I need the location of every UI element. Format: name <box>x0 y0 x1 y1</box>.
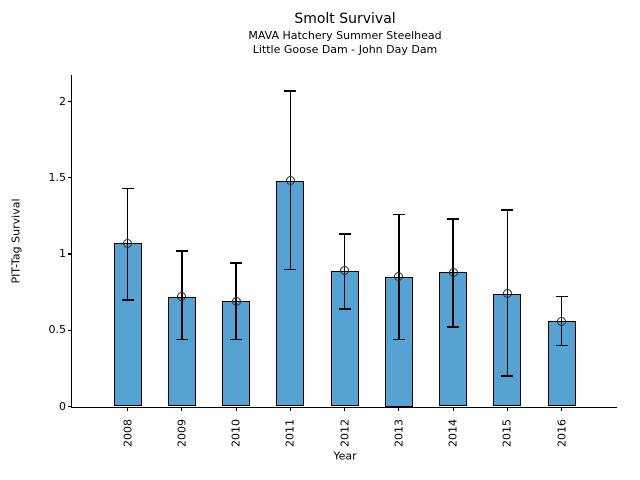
x-tick-mark <box>398 407 400 412</box>
x-tick-mark <box>344 407 346 412</box>
error-bar-cap-bottom <box>555 344 568 347</box>
error-bar-cap-bottom <box>175 338 188 341</box>
x-tick-label: 2008 <box>121 419 135 447</box>
x-tick-label: 2011 <box>283 419 297 447</box>
error-bar-cap-top <box>447 218 460 220</box>
plot-area <box>71 75 618 408</box>
x-tick-label: 2014 <box>446 419 460 447</box>
error-bar-cap-top <box>338 233 351 235</box>
error-bar-cap-bottom <box>230 338 243 341</box>
data-point-marker <box>231 296 241 306</box>
y-tick-label: 1 <box>59 247 66 260</box>
data-point-marker <box>177 292 187 302</box>
chart-subtitle-line1: MAVA Hatchery Summer Steelhead <box>248 29 442 42</box>
x-tick-mark <box>181 407 183 412</box>
error-bar-cap-bottom <box>501 375 514 377</box>
x-tick-mark <box>289 407 291 412</box>
data-point-marker <box>557 316 567 326</box>
y-tick-mark <box>67 253 72 255</box>
x-tick-mark <box>506 407 508 412</box>
x-tick-label: 2015 <box>500 419 514 447</box>
error-bar-cap-bottom <box>447 326 460 328</box>
y-tick-label: 1.5 <box>48 170 67 184</box>
y-tick-mark <box>67 177 72 179</box>
x-tick-mark <box>235 407 237 412</box>
data-point-marker <box>123 238 133 248</box>
y-tick-mark <box>67 405 72 408</box>
x-tick-mark <box>127 407 129 412</box>
error-bar-cap-top <box>230 262 243 264</box>
x-tick-label: 2016 <box>555 419 569 447</box>
x-tick-label: 2013 <box>392 419 406 447</box>
y-tick-label: 0 <box>59 399 66 413</box>
chart-title: Smolt Survival <box>294 11 396 27</box>
y-tick-label: 0.5 <box>48 323 67 337</box>
x-tick-mark <box>452 407 454 412</box>
error-bar-cap-top <box>175 250 188 252</box>
error-bar-cap-top <box>284 90 297 92</box>
error-bar-cap-bottom <box>284 268 297 270</box>
x-tick-label: 2010 <box>229 419 243 447</box>
error-bar-cap-bottom <box>121 299 134 301</box>
x-tick-label: 2012 <box>338 419 352 447</box>
data-point-marker <box>285 176 295 186</box>
x-axis-label: Year <box>333 449 357 463</box>
x-tick-label: 2009 <box>175 419 189 447</box>
error-bar-cap-top <box>392 213 405 216</box>
error-bar-cap-bottom <box>338 308 351 310</box>
chart-subtitle-line2: Little Goose Dam - John Day Dam <box>252 43 438 56</box>
error-bar-cap-bottom <box>392 338 405 341</box>
y-tick-label: 2 <box>59 94 66 108</box>
data-point-marker <box>394 272 404 282</box>
data-point-marker <box>448 267 458 277</box>
data-point-marker <box>340 266 350 276</box>
y-tick-mark <box>67 329 72 331</box>
x-tick-mark <box>561 407 563 412</box>
y-axis-label: PIT-Tag Survival <box>9 198 23 284</box>
data-point-marker <box>502 289 512 299</box>
error-bar-cap-top <box>555 295 568 298</box>
y-tick-mark <box>67 100 72 103</box>
error-bar-cap-top <box>121 187 134 190</box>
error-bar-cap-top <box>501 209 514 211</box>
